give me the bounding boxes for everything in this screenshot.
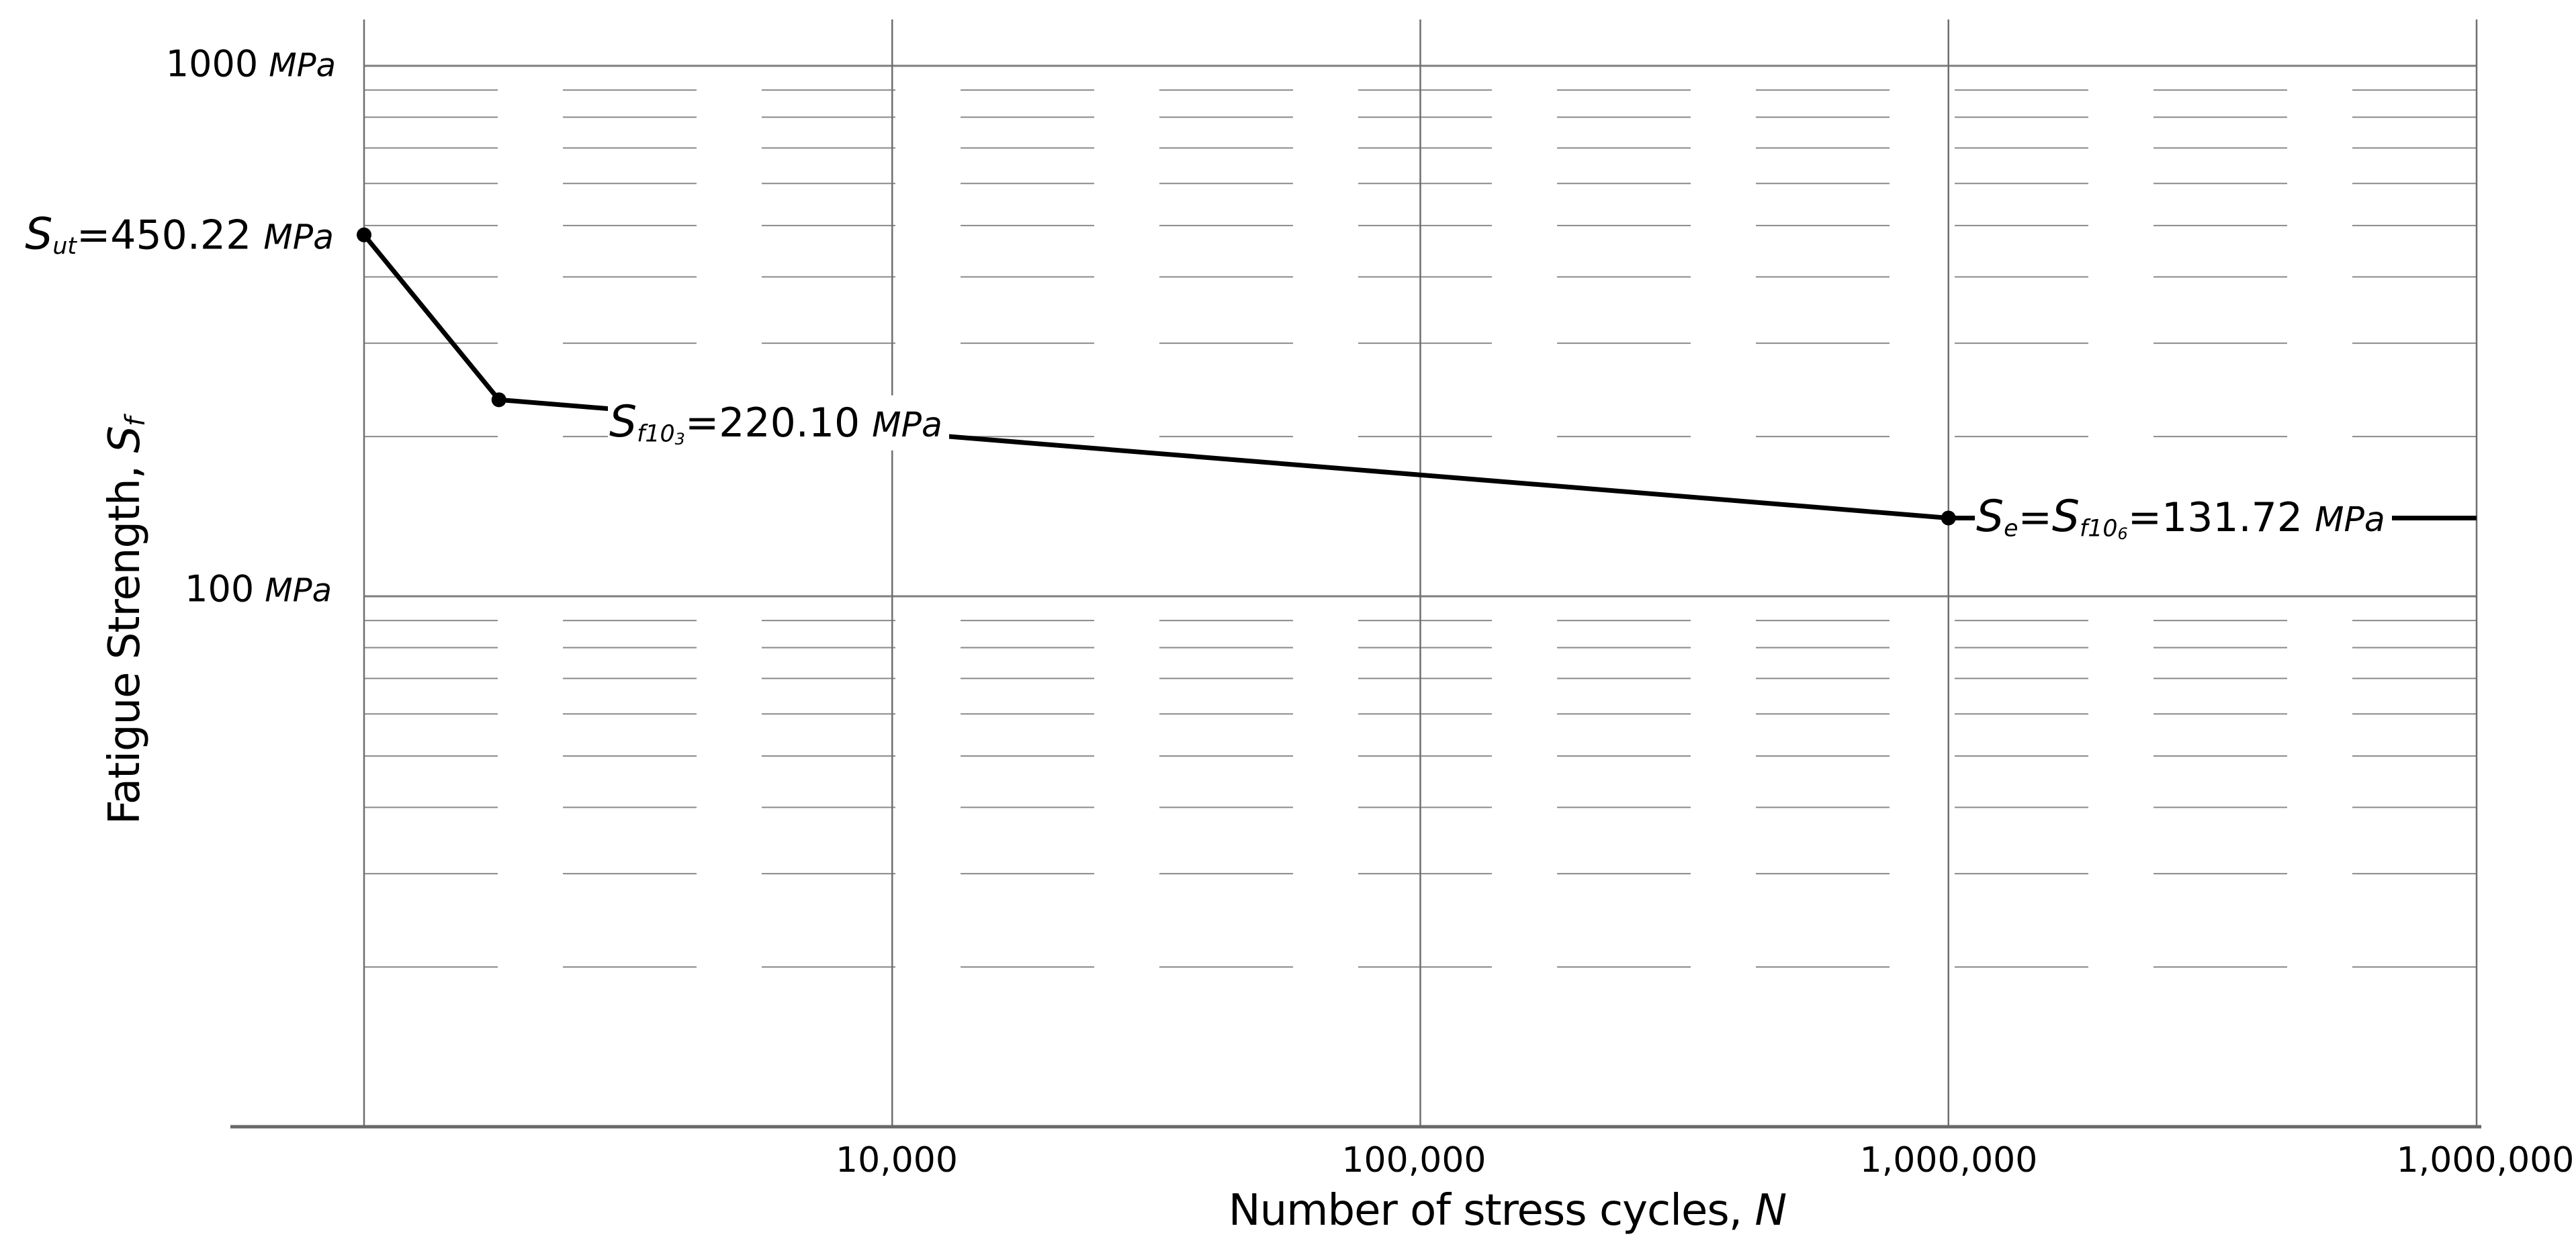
annotation-se-unit: MPa [2315, 499, 2385, 539]
x-axis-title-variable: N [1755, 1186, 1787, 1236]
x-axis-title: Number of stress cycles, N [1229, 1186, 1787, 1236]
y-axis-title: Fatigue Strength, Sf [100, 418, 151, 825]
annotation-sut-value: =450.22 [77, 212, 252, 259]
y-tick-1000-number: 1000 [165, 42, 259, 85]
annotation-se-symbol2: S [2051, 491, 2080, 542]
annotation-sf1000-unit: MPa [872, 404, 942, 445]
x-axis-title-text: Number of stress cycles, [1228, 1186, 1755, 1236]
annotation-se-value: =131.72 [2127, 494, 2303, 541]
annotation-se: Se=Sf106=131.72 MPa [1975, 490, 2392, 546]
annotation-sf1000-subsubscript: 3 [674, 429, 685, 449]
y-tick-100-number: 100 [185, 567, 255, 610]
data-point-131.72mpa [1941, 510, 1956, 526]
annotation-se-subsubscript2: 6 [2117, 524, 2128, 543]
annotation-sut-symbol: S [25, 209, 53, 260]
annotation-se-equals: = [2018, 494, 2052, 541]
annotation-se-subscript2: f10 [2079, 515, 2118, 543]
x-tick-1000000: 1,000,000 [1859, 1140, 2038, 1180]
y-axis-title-variable-subscript: f [120, 417, 151, 426]
annotation-sut: Sut=450.22 MPa [24, 207, 341, 263]
annotation-sf1000-value: =220.10 [684, 399, 860, 447]
x-tick-10000: 10,000 [836, 1140, 958, 1180]
annotation-se-symbol1: S [1976, 491, 2004, 542]
annotation-sut-subscript: ut [52, 233, 77, 261]
x-tick-10000000: 1,000,000 [2396, 1140, 2575, 1180]
y-tick-1000-unit: MPa [269, 46, 336, 85]
y-tick-100: 100 MPa [0, 568, 332, 610]
data-point-450.22mpa [357, 227, 371, 242]
y-tick-100-unit: MPa [265, 571, 332, 610]
y-tick-1000: 1000 MPa [0, 43, 336, 85]
x-tick-100000: 100,000 [1341, 1140, 1486, 1180]
annotation-sut-unit: MPa [263, 217, 334, 257]
data-point-220.1mpa [491, 392, 506, 408]
y-axis-title-text: Fatigue Strength, [100, 453, 150, 825]
annotation-sf1000-subscript: f10 [637, 420, 675, 448]
annotation-sf1000-symbol: S [609, 396, 637, 447]
y-axis-title-variable: S [100, 426, 150, 453]
annotation-sf1000: Sf103=220.10 MPa [608, 395, 949, 451]
annotation-se-subscript1: e [2004, 515, 2018, 543]
